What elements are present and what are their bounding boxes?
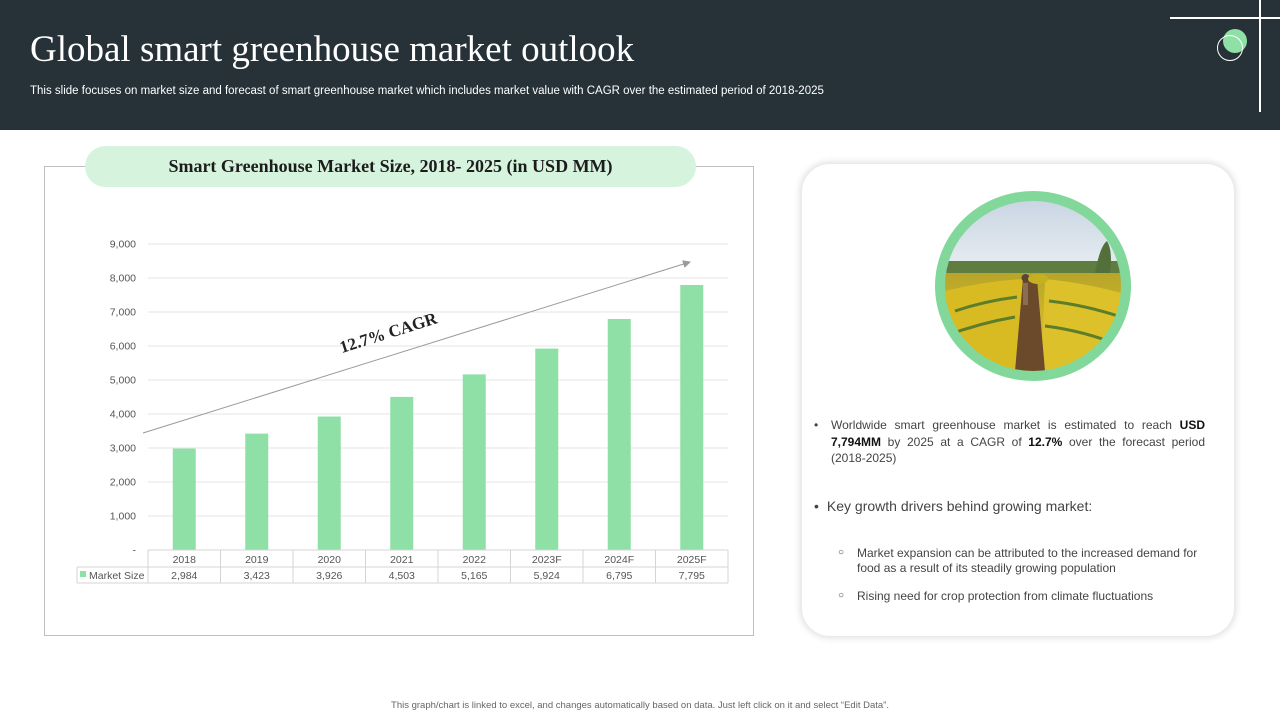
chart-data-table: 2018 2,984 2019 3,423 2020 3,926 2021 4,503 2022…	[76, 549, 729, 584]
x-tick-label: 2024F	[604, 554, 634, 566]
x-tick-label: 2021	[390, 554, 414, 566]
decorative-line-vertical	[1259, 0, 1261, 112]
x-tick-label: 2018	[173, 554, 197, 566]
y-tick-label: 8,000	[110, 273, 136, 285]
bullet-growth-drivers: • Key growth drivers behind growing marke…	[814, 498, 1092, 514]
x-tick-label: 2023F	[532, 554, 562, 566]
bullet-dot: •	[814, 498, 819, 514]
market-value-highlight: USD 7,794MM	[831, 418, 1205, 449]
bar	[172, 448, 196, 550]
footer-note: This graph/chart is linked to excel, and…	[391, 700, 889, 711]
bullet-market-estimate: • Worldwide smart greenhouse market is e…	[814, 417, 1205, 467]
bullet-text: over the forecast period (2018-2025)	[831, 434, 1205, 466]
chart-title: Smart Greenhouse Market Size, 2018- 2025…	[85, 146, 696, 187]
data-label: 5,924	[534, 570, 560, 582]
bullet-text: by 2025 at a CAGR of	[881, 434, 1029, 449]
y-tick-label: 1,000	[110, 511, 136, 523]
bar	[245, 433, 269, 550]
bullet-dot: •	[814, 418, 819, 432]
cagr-highlight: 12.7%	[1028, 434, 1063, 449]
bar	[535, 348, 559, 550]
legend-swatch	[80, 571, 86, 577]
sub-bullet-text: Rising need for crop protection from cli…	[857, 589, 1154, 603]
x-tick-label: 2022	[463, 554, 487, 566]
circle-bullet-icon: ○	[838, 547, 845, 558]
bar	[317, 416, 341, 550]
y-tick-label: 6,000	[110, 341, 136, 353]
farmer-photo	[945, 201, 1121, 371]
y-tick-label: 3,000	[110, 443, 136, 455]
bar	[390, 396, 414, 550]
chart-y-axis: - 1,000 2,000 3,000 4,000 5,000 6,000 7,000 8,00…	[110, 239, 137, 557]
data-label: 4,503	[389, 570, 415, 582]
bullet-text: Worldwide smart greenhouse market is est…	[831, 418, 1180, 432]
data-label: 2,984	[171, 570, 197, 582]
decorative-ring	[1217, 35, 1243, 61]
sub-bullet: ○ Market expansion can be attributed to …	[838, 546, 1208, 575]
y-tick-label: 9,000	[110, 239, 136, 251]
data-label: 3,423	[244, 570, 270, 582]
data-label: 3,926	[316, 570, 342, 582]
y-tick-label: 7,000	[110, 307, 136, 319]
header-band: Global smart greenhouse market outlook T…	[0, 0, 1280, 130]
chart-gridlines	[148, 243, 728, 551]
farmer-in-field-image	[945, 201, 1121, 371]
decorative-line-horizontal	[1170, 17, 1280, 19]
x-tick-label: 2025F	[677, 554, 707, 566]
data-label: 7,795	[679, 570, 705, 582]
sub-bullet-text: Market expansion can be attributed to th…	[857, 546, 1198, 575]
y-tick-label: 4,000	[110, 409, 136, 421]
bar	[462, 374, 486, 550]
bullet-text: Key growth drivers behind growing market…	[826, 498, 1093, 514]
cagr-arrow	[142, 260, 691, 434]
data-label: 5,165	[461, 570, 487, 582]
chart-bars	[172, 284, 704, 550]
x-tick-label: 2020	[318, 554, 342, 566]
circle-bullet-icon: ○	[838, 590, 845, 601]
page-subtitle: This slide focuses on market size and fo…	[30, 85, 824, 97]
data-label: 6,795	[606, 570, 632, 582]
y-tick-label: 5,000	[110, 375, 136, 387]
y-tick-label: -	[133, 545, 137, 557]
bar	[680, 284, 704, 550]
x-tick-label: 2019	[245, 554, 269, 566]
legend-label: Market Size	[89, 570, 145, 582]
bar	[607, 318, 631, 550]
sub-bullet: ○ Rising need for crop protection from c…	[838, 589, 1208, 604]
cagr-annotation: 12.7% CAGR	[337, 308, 440, 357]
y-tick-label: 2,000	[110, 477, 136, 489]
page-title: Global smart greenhouse market outlook	[30, 29, 635, 70]
